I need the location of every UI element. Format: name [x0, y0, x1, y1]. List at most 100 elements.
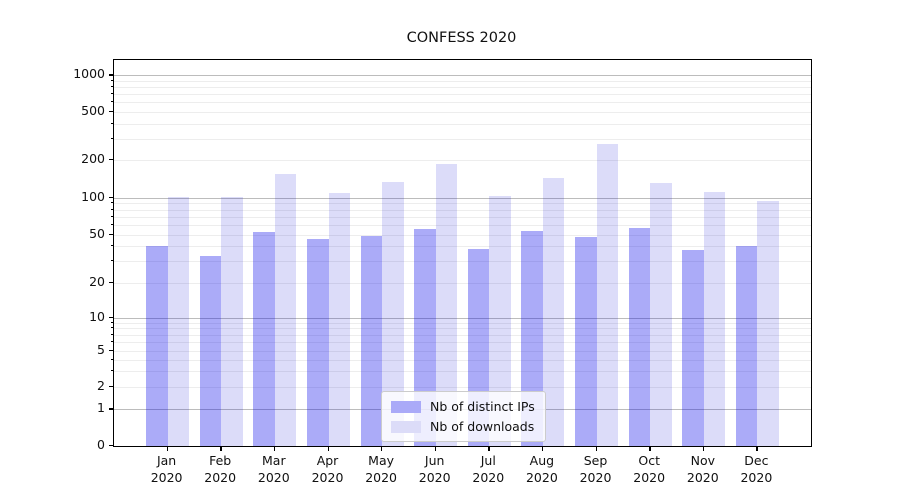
legend-label-distinct-ips: Nb of distinct IPs	[430, 399, 535, 414]
bar-downloads-oct	[650, 183, 672, 446]
xtick-label-apr: Apr 2020	[311, 453, 344, 485]
legend-item-distinct-ips: Nb of distinct IPs	[391, 399, 535, 414]
xtick-mark-oct	[649, 446, 651, 451]
ytick-minor-mark-8	[110, 327, 113, 329]
xtick-mark-nov	[702, 446, 705, 451]
bar-downloads-jun	[435, 164, 458, 446]
bar-downloads-dec	[757, 201, 779, 446]
xtick-mark-mar	[273, 446, 276, 451]
ytick-minor-mark-3	[110, 370, 113, 372]
ytick-label-5: 5	[97, 342, 105, 357]
xtick-mark-aug	[541, 446, 544, 451]
gridline-major-100	[114, 197, 811, 199]
gridline-major-10	[114, 317, 811, 319]
ytick-label-200: 200	[81, 151, 105, 166]
xtick-label-dec: Dec 2020	[740, 453, 773, 485]
ytick-label-0: 0	[97, 436, 105, 452]
ytick-mark-1000	[108, 74, 113, 76]
xtick-mark-sep	[595, 446, 597, 451]
xtick-mark-jun	[434, 446, 437, 451]
gridline-minor-6	[114, 342, 811, 344]
gridline-minor-3	[114, 371, 811, 373]
xtick-mark-apr	[327, 446, 329, 451]
legend-swatch-distinct-ips	[391, 400, 421, 413]
ytick-minor-mark-200	[110, 159, 113, 160]
gridline-minor-700	[114, 94, 811, 96]
xtick-mark-feb	[220, 446, 222, 451]
plot-area: Nb of distinct IPs Nb of downloads	[113, 59, 812, 447]
bar-downloads-jul	[489, 196, 511, 446]
ytick-minor-mark-500	[110, 111, 113, 113]
ytick-mark-100	[108, 196, 113, 199]
ytick-minor-mark-90	[110, 202, 113, 204]
bar-ips-apr	[307, 238, 329, 446]
ytick-label-20: 20	[89, 273, 105, 289]
ytick-label-50: 50	[89, 225, 105, 241]
gridline-minor-9	[114, 322, 811, 324]
ytick-minor-mark-2	[110, 386, 113, 387]
ytick-minor-mark-800	[110, 86, 113, 88]
xtick-label-jun: Jun 2020	[418, 453, 451, 485]
ytick-minor-mark-6	[110, 341, 113, 343]
ytick-minor-mark-7	[110, 333, 113, 335]
bar-ips-feb	[199, 256, 222, 446]
bar-ips-dec	[735, 246, 758, 446]
ytick-minor-mark-20	[110, 281, 113, 283]
gridline-minor-300	[114, 138, 811, 140]
xtick-label-aug: Aug 2020	[525, 453, 558, 485]
ytick-minor-mark-40	[110, 245, 113, 247]
xtick-label-mar: Mar 2020	[257, 453, 290, 485]
gridline-minor-7	[114, 334, 811, 336]
xtick-label-nov: Nov 2020	[686, 453, 719, 485]
ytick-minor-mark-60	[110, 223, 113, 225]
bar-ips-sep	[575, 236, 597, 446]
bar-ips-oct	[628, 227, 651, 446]
xtick-mark-jul	[488, 446, 490, 451]
ytick-label-2: 2	[97, 378, 105, 393]
gridline-minor-800	[114, 87, 811, 89]
gridline-minor-900	[114, 80, 811, 82]
xtick-label-jul: Jul 2020	[472, 453, 505, 485]
gridline-minor-600	[114, 102, 811, 104]
ytick-minor-mark-700	[110, 93, 113, 95]
gridline-minor-40	[114, 246, 811, 248]
gridline-minor-5	[114, 351, 811, 352]
legend: Nb of distinct IPs Nb of downloads	[381, 391, 546, 442]
gridline-minor-50	[114, 234, 811, 236]
bar-downloads-jan	[167, 197, 190, 446]
gridline-minor-200	[114, 160, 811, 161]
ytick-minor-mark-400	[110, 122, 113, 124]
gridline-minor-90	[114, 203, 811, 205]
ytick-minor-mark-4	[110, 358, 113, 360]
ytick-label-500: 500	[81, 103, 105, 119]
ytick-mark-0	[108, 444, 113, 446]
xtick-label-oct: Oct 2020	[633, 453, 666, 485]
gridline-minor-4	[114, 359, 811, 361]
ytick-label-1000: 1000	[73, 66, 105, 82]
ytick-minor-mark-900	[110, 79, 113, 81]
ytick-mark-10	[108, 316, 113, 319]
ytick-minor-mark-9	[110, 321, 113, 323]
bar-downloads-aug	[542, 177, 565, 446]
ytick-minor-mark-80	[110, 208, 113, 210]
legend-label-downloads: Nb of downloads	[430, 419, 535, 434]
ytick-label-100: 100	[81, 188, 105, 204]
gridline-minor-20	[114, 282, 811, 284]
ytick-minor-mark-300	[110, 137, 113, 139]
bar-ips-mar	[253, 232, 275, 446]
xtick-mark-jan	[166, 446, 168, 451]
xtick-label-may: May 2020	[365, 453, 397, 485]
ytick-minor-mark-70	[110, 215, 113, 217]
ytick-minor-mark-5	[110, 350, 113, 351]
bar-downloads-feb	[221, 197, 243, 446]
ytick-minor-mark-50	[110, 233, 113, 235]
gridline-minor-2	[114, 387, 811, 388]
gridline-major-1000	[114, 75, 811, 77]
gridline-minor-80	[114, 209, 811, 211]
bar-downloads-mar	[274, 173, 297, 446]
xtick-mark-dec	[756, 446, 758, 451]
xtick-label-feb: Feb 2020	[204, 453, 237, 485]
bar-downloads-sep	[596, 144, 618, 446]
ytick-minor-mark-600	[110, 101, 113, 103]
